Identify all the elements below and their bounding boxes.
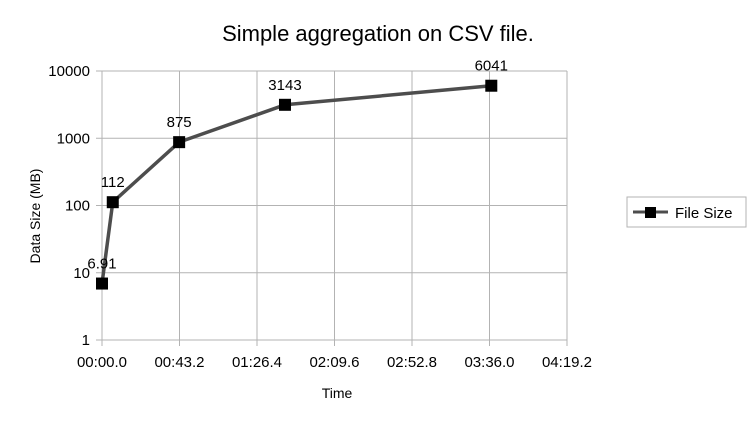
grid xyxy=(96,70,568,346)
y-tick-label: 1 xyxy=(82,332,90,349)
data-point xyxy=(278,98,291,111)
y-tick-label: 10000 xyxy=(48,63,90,80)
legend-label: File Size xyxy=(675,205,733,222)
data-label: 875 xyxy=(167,114,192,131)
x-tick-label: 02:09.6 xyxy=(309,354,359,371)
data-point xyxy=(485,79,498,92)
y-tick-label: 100 xyxy=(65,198,90,215)
series-line xyxy=(100,83,492,284)
x-tick-label: 03:36.0 xyxy=(464,354,514,371)
chart-title: Simple aggregation on CSV file. xyxy=(222,21,534,46)
legend[interactable]: File Size xyxy=(626,196,747,228)
data-label: 112 xyxy=(101,174,125,191)
data-point xyxy=(173,136,186,149)
x-tick-label: 02:52.8 xyxy=(387,354,437,371)
series-file-size: 6.91 112 875 3143 6041 xyxy=(87,58,508,290)
x-axis-ticks: 00:00.0 00:43.2 01:26.4 02:09.6 02:52.8 03:36… xyxy=(77,354,592,371)
x-axis-label: Time xyxy=(322,385,353,401)
legend-marker xyxy=(645,207,656,218)
y-tick-label: 10 xyxy=(73,265,90,282)
y-tick-label: 1000 xyxy=(57,130,90,147)
data-label: 6041 xyxy=(475,58,508,75)
x-tick-label: 01:26.4 xyxy=(232,354,282,371)
data-label: 6.91 xyxy=(87,256,116,273)
legend-box xyxy=(626,196,747,228)
x-tick-label: 00:43.2 xyxy=(154,354,204,371)
data-point xyxy=(106,196,119,209)
y-axis-label: Data Size (MB) xyxy=(27,169,43,264)
y-axis-ticks: 1 10 100 1000 10000 xyxy=(48,63,90,349)
data-label: 3143 xyxy=(268,77,301,94)
data-point xyxy=(96,277,108,290)
x-tick-label: 00:00.0 xyxy=(77,354,127,371)
x-tick-label: 04:19.2 xyxy=(542,354,592,371)
